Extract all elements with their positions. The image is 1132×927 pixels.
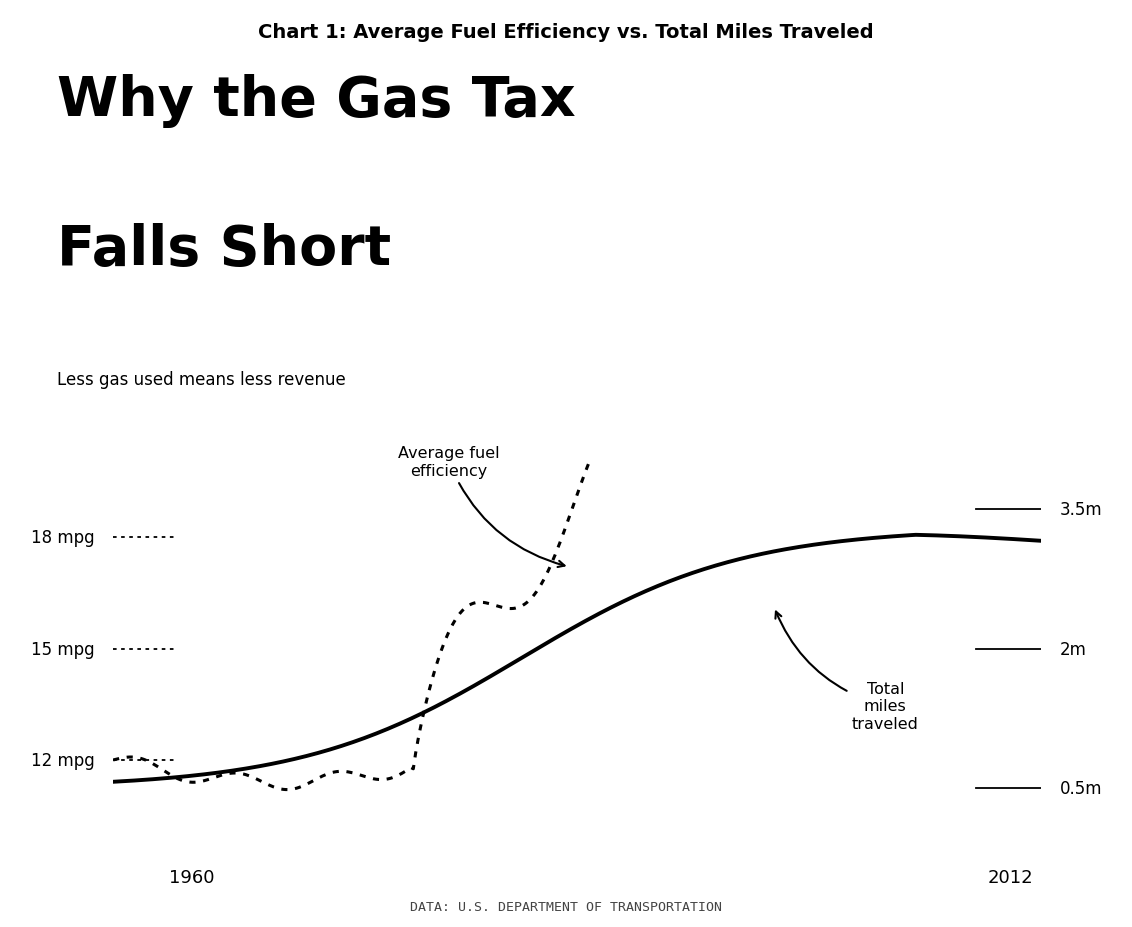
Text: 18 mpg: 18 mpg bbox=[31, 528, 95, 547]
Text: DATA: U.S. DEPARTMENT OF TRANSPORTATION: DATA: U.S. DEPARTMENT OF TRANSPORTATION bbox=[410, 900, 722, 913]
Text: 1960: 1960 bbox=[169, 868, 215, 885]
Text: 2m: 2m bbox=[1060, 640, 1087, 658]
Text: Falls Short: Falls Short bbox=[57, 222, 391, 276]
Text: Less gas used means less revenue: Less gas used means less revenue bbox=[57, 371, 345, 388]
Text: Why the Gas Tax: Why the Gas Tax bbox=[57, 74, 575, 128]
Text: 3.5m: 3.5m bbox=[1060, 501, 1103, 519]
Text: 12 mpg: 12 mpg bbox=[31, 751, 95, 769]
Text: 15 mpg: 15 mpg bbox=[31, 640, 95, 658]
Text: Chart 1: Average Fuel Efficiency vs. Total Miles Traveled: Chart 1: Average Fuel Efficiency vs. Tot… bbox=[258, 23, 874, 42]
Text: 0.5m: 0.5m bbox=[1060, 779, 1103, 797]
Text: Average fuel
efficiency: Average fuel efficiency bbox=[398, 446, 565, 567]
Text: 2012: 2012 bbox=[987, 868, 1032, 885]
Text: Total
miles
traveled: Total miles traveled bbox=[775, 612, 919, 731]
